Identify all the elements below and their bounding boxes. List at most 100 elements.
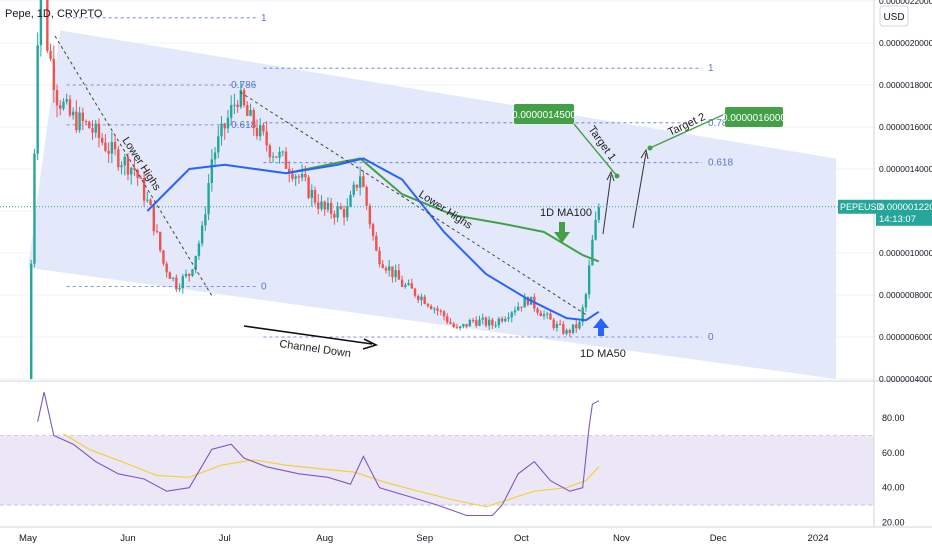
time-axis-label: May <box>19 533 37 544</box>
candle <box>104 134 107 153</box>
candle-body <box>510 312 513 318</box>
time-axis-label: Aug <box>316 533 333 544</box>
candle-body <box>239 90 243 108</box>
candle <box>220 116 223 146</box>
candle <box>410 278 413 289</box>
candle-body <box>152 205 155 232</box>
price-axis-label: 0.0000022000 <box>879 0 932 6</box>
candle <box>249 103 252 117</box>
candle-body <box>33 153 36 264</box>
candle-body <box>84 121 88 123</box>
candle-body <box>310 189 313 198</box>
candle-body <box>136 169 139 179</box>
candle-body <box>268 145 272 158</box>
candle-body <box>429 306 433 310</box>
candle <box>500 316 504 324</box>
candle <box>294 174 297 186</box>
time-axis-labels: May Jun Jul Aug Sep Oct Nov Dec 2024 <box>19 533 829 544</box>
candle <box>75 100 78 133</box>
candle-body <box>336 206 339 218</box>
candle-body <box>68 99 72 116</box>
candle <box>484 316 488 328</box>
candle-body <box>30 263 33 379</box>
candle-body <box>181 276 184 289</box>
candle-body <box>36 45 39 154</box>
candle <box>487 316 491 330</box>
candle <box>178 283 181 293</box>
candle <box>594 211 597 241</box>
candle-body <box>597 207 601 220</box>
candle <box>184 269 188 278</box>
candle <box>429 304 433 310</box>
candle <box>65 93 68 105</box>
candle <box>181 273 184 294</box>
ma100-down-marker <box>554 222 570 243</box>
target2-price-box <box>725 107 783 127</box>
candle-body <box>420 296 423 301</box>
candle-body <box>59 105 62 109</box>
target2-price: 0.0000016000 <box>722 113 786 124</box>
candle-body <box>120 165 123 168</box>
candle-body <box>381 264 384 268</box>
candle <box>365 185 368 211</box>
candle <box>555 321 559 332</box>
candle-body <box>394 270 397 278</box>
candle-body <box>578 321 581 329</box>
candle-body <box>478 319 481 326</box>
candle <box>523 293 526 308</box>
candle <box>517 302 520 311</box>
candle <box>265 121 268 152</box>
candle <box>329 197 333 219</box>
candle <box>520 306 523 312</box>
candle-body <box>213 152 217 160</box>
candle-body <box>365 186 368 206</box>
time-axis-label: Jun <box>120 533 135 544</box>
currency-badge[interactable] <box>879 5 909 27</box>
candle <box>436 305 439 316</box>
candle-body <box>100 137 104 143</box>
candle-body <box>200 225 204 244</box>
candle <box>578 320 581 330</box>
candle <box>433 306 436 314</box>
time-axis-label: 2024 <box>808 533 829 544</box>
candle <box>326 197 330 213</box>
candle <box>59 100 62 116</box>
candle-body <box>346 206 349 218</box>
candle-body <box>517 306 520 311</box>
candle <box>142 171 146 208</box>
candle <box>155 224 159 234</box>
candle <box>136 168 139 186</box>
candle-body <box>397 270 401 280</box>
candle-body <box>165 263 168 273</box>
candle <box>275 156 278 159</box>
candle-body <box>494 325 497 327</box>
candle-body <box>484 317 488 326</box>
candle-body <box>242 90 246 106</box>
candle-body <box>255 128 259 137</box>
candle-body <box>262 125 265 132</box>
fib-level-label: 0 <box>261 282 267 293</box>
candle <box>575 320 578 333</box>
candle <box>565 328 568 336</box>
candle <box>452 321 455 329</box>
candle <box>391 266 394 283</box>
candle-body <box>126 156 130 175</box>
candle-body <box>417 295 420 301</box>
candle-body <box>404 284 407 287</box>
candle-body <box>371 224 375 236</box>
candle <box>407 279 410 286</box>
fib-level-label: 0.786 <box>231 80 256 91</box>
candle-body <box>391 266 394 278</box>
candle <box>420 293 423 306</box>
target1-connector <box>573 123 618 177</box>
candle-body <box>97 123 101 138</box>
candle-body <box>552 319 555 328</box>
candle <box>33 148 36 268</box>
candle <box>584 292 588 312</box>
fib-level-label: 1 <box>708 63 714 74</box>
candle-body <box>591 239 594 266</box>
candle <box>388 259 391 277</box>
candle <box>413 287 417 298</box>
candle-body <box>542 314 546 317</box>
candle-body <box>46 0 49 51</box>
